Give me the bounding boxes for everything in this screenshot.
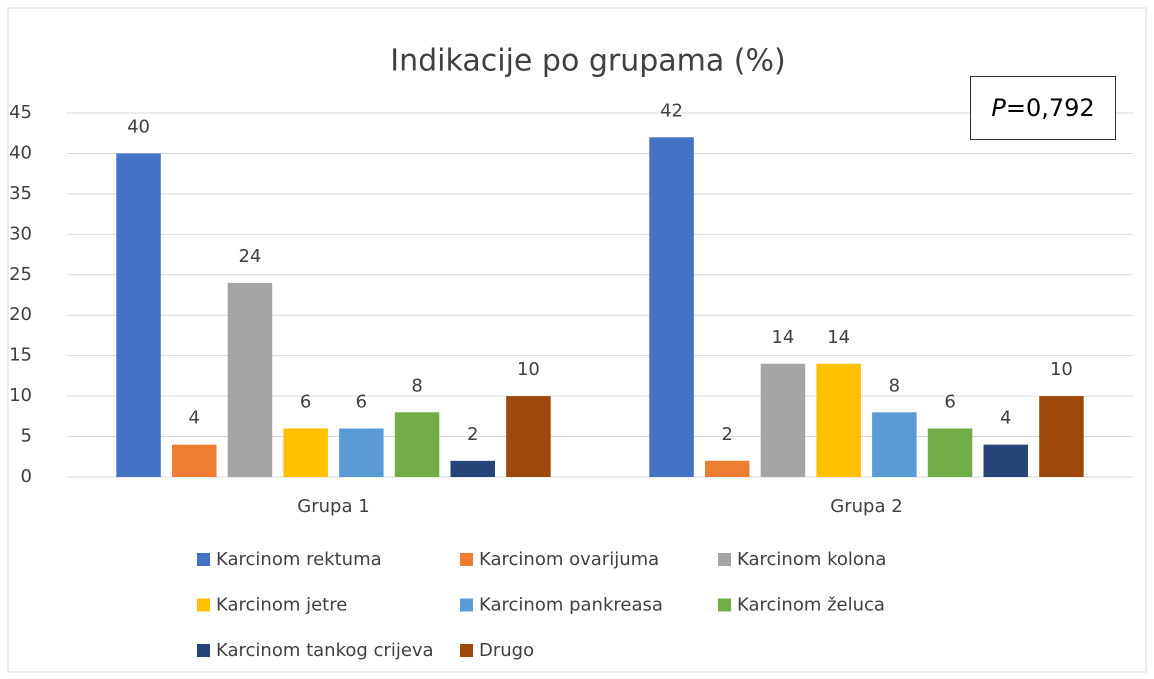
legend-label: Karcinom želuca: [737, 595, 885, 616]
bar: [339, 428, 384, 477]
legend-swatch: [460, 598, 473, 612]
bar: [872, 412, 917, 477]
data-label: 8: [889, 375, 900, 396]
bar: [283, 428, 328, 477]
legend-label: Karcinom jetre: [216, 595, 347, 616]
data-label: 8: [411, 375, 422, 396]
y-tick-label: 15: [9, 345, 32, 366]
bar: [394, 412, 440, 477]
bar: [450, 460, 495, 477]
legend-swatch: [718, 598, 731, 612]
legend-label: Karcinom pankreasa: [479, 595, 663, 616]
legend-swatch: [197, 553, 210, 566]
annotation: P=0,792: [970, 76, 1116, 140]
bar: [227, 282, 273, 477]
data-label: 6: [944, 391, 955, 412]
y-tick-label: 10: [9, 385, 32, 406]
bar: [649, 137, 694, 477]
y-tick-label: 30: [9, 223, 32, 244]
bar: [172, 444, 217, 477]
legend-swatch: [718, 553, 731, 566]
y-tick-label: 35: [9, 183, 32, 204]
y-tick-label: 45: [9, 102, 32, 123]
legend-swatch: [460, 644, 473, 657]
data-label: 24: [238, 246, 261, 267]
data-label: 6: [356, 391, 367, 412]
legend-label: Karcinom tankog crijeva: [216, 640, 434, 661]
y-tick-label: 0: [21, 466, 32, 487]
data-label: 4: [1000, 408, 1011, 429]
legend-swatch: [197, 644, 210, 657]
bar: [1039, 396, 1084, 477]
legend-swatch: [460, 553, 473, 566]
legend-label: Karcinom ovarijuma: [479, 549, 659, 570]
legend-label: Karcinom rektuma: [216, 549, 382, 570]
data-label: 2: [467, 424, 478, 445]
data-label: 14: [771, 327, 794, 348]
data-label: 42: [660, 100, 683, 121]
legend-label: Drugo: [479, 640, 534, 661]
data-label: 4: [189, 408, 200, 429]
legend-label: Karcinom kolona: [737, 549, 886, 570]
bar: [506, 396, 551, 477]
chart-title: Indikacije po grupama (%): [390, 44, 785, 79]
bar: [927, 428, 973, 477]
y-tick-label: 20: [9, 304, 32, 325]
data-label: 10: [1050, 359, 1073, 380]
legend-swatch: [197, 598, 210, 612]
bar: [816, 363, 861, 477]
bar: [760, 363, 806, 477]
data-label: 40: [127, 116, 150, 137]
data-label: 6: [300, 391, 311, 412]
bar: [705, 460, 750, 477]
x-tick-label: Grupa 2: [830, 496, 902, 517]
data-label: 2: [722, 424, 733, 445]
y-tick-label: 5: [21, 426, 32, 447]
x-tick-label: Grupa 1: [297, 496, 369, 517]
bar: [983, 444, 1028, 477]
data-label: 14: [827, 327, 850, 348]
y-tick-label: 40: [9, 142, 32, 163]
bar: [116, 153, 161, 477]
y-tick-label: 25: [9, 264, 32, 285]
data-label: 10: [517, 359, 540, 380]
